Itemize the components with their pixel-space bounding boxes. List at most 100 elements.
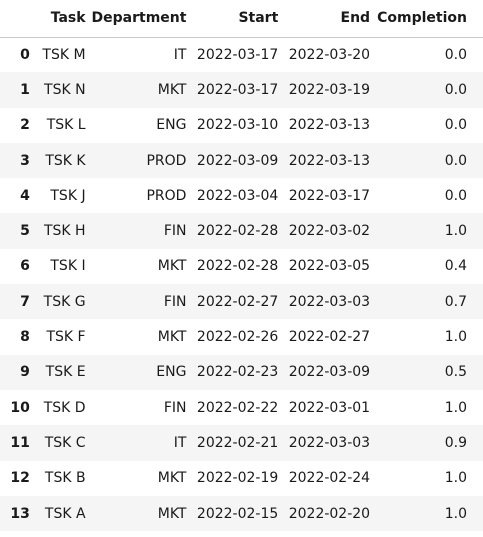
- cell-department: MKT: [157, 81, 187, 98]
- row-index: 12: [10, 470, 30, 487]
- cell-start: 2022-02-23: [196, 364, 279, 381]
- cell-completion: 1.0: [444, 223, 467, 240]
- cell-task: TSK B: [44, 470, 86, 487]
- row-index: 10: [10, 399, 30, 416]
- table-row: 1 TSK N MKT 2022-03-17 2022-03-19 0.0: [0, 72, 483, 108]
- row-index: 13: [10, 505, 30, 522]
- cell-start: 2022-03-04: [196, 187, 279, 204]
- column-header-department: Department: [85, 0, 187, 38]
- table-row: 12 TSK B MKT 2022-02-19 2022-02-24 1.0: [0, 461, 483, 496]
- cell-task: TSK H: [43, 223, 86, 240]
- table-row: 7 TSK G FIN 2022-02-27 2022-03-03 0.7: [0, 284, 483, 320]
- cell-department: ENG: [156, 364, 187, 381]
- cell-task: TSK M: [42, 46, 86, 63]
- table-row: 13 TSK A MKT 2022-02-15 2022-02-20 1.0: [0, 495, 483, 532]
- cell-task: TSK C: [44, 434, 86, 451]
- table-row: 11 TSK C IT 2022-02-21 2022-03-03 0.9: [0, 425, 483, 461]
- cell-department: ENG: [156, 117, 187, 134]
- cell-start: 2022-02-19: [196, 470, 279, 487]
- cell-department: PROD: [146, 152, 187, 169]
- cell-end: 2022-02-20: [288, 505, 371, 522]
- cell-completion: 0.0: [444, 46, 467, 63]
- cell-task: TSK N: [44, 81, 86, 98]
- table-row: 3 TSK K PROD 2022-03-09 2022-03-13 0.0: [0, 142, 483, 179]
- cell-end: 2022-03-13: [288, 117, 371, 134]
- cell-task: TSK F: [46, 329, 86, 346]
- cell-department: FIN: [163, 223, 187, 240]
- row-index: 5: [20, 223, 30, 240]
- table-body: 0 TSK M IT 2022-03-17 2022-03-20 0.0 1 TSK N MKT…: [0, 37, 483, 532]
- cell-start: 2022-02-27: [196, 293, 279, 310]
- cell-end: 2022-03-17: [288, 187, 371, 204]
- cell-end: 2022-03-01: [288, 399, 371, 416]
- cell-task: TSK D: [43, 399, 86, 416]
- cell-completion: 0.4: [444, 258, 467, 275]
- table-row: 5 TSK H FIN 2022-02-28 2022-03-02 1.0: [0, 213, 483, 249]
- cell-task: TSK I: [50, 258, 86, 275]
- cell-start: 2022-02-22: [196, 399, 279, 416]
- cell-task: TSK K: [45, 152, 86, 169]
- cell-completion: 0.0: [444, 187, 467, 204]
- cell-start: 2022-02-28: [196, 258, 279, 275]
- column-header-completion: Completion: [370, 0, 483, 38]
- cell-end: 2022-03-03: [288, 293, 371, 310]
- table-row: 0 TSK M IT 2022-03-17 2022-03-20 0.0: [0, 37, 483, 72]
- cell-department: PROD: [146, 187, 187, 204]
- cell-completion: 0.7: [444, 293, 467, 310]
- cell-task: TSK G: [43, 293, 86, 310]
- cell-completion: 0.9: [444, 434, 467, 451]
- cell-completion: 1.0: [444, 470, 467, 487]
- cell-department: MKT: [157, 470, 187, 487]
- table-header: Task Department Start End Completion: [0, 0, 483, 38]
- table-row: 6 TSK I MKT 2022-02-28 2022-03-05 0.4: [0, 249, 483, 284]
- row-index: 8: [20, 329, 30, 346]
- cell-department: MKT: [157, 329, 187, 346]
- cell-end: 2022-03-02: [288, 223, 371, 240]
- cell-completion: 0.5: [444, 364, 467, 381]
- cell-start: 2022-02-21: [196, 434, 279, 451]
- cell-task: TSK L: [46, 117, 86, 134]
- cell-start: 2022-03-10: [196, 117, 279, 134]
- cell-completion: 1.0: [444, 399, 467, 416]
- cell-end: 2022-02-24: [288, 470, 371, 487]
- row-index: 1: [20, 81, 30, 98]
- cell-completion: 1.0: [444, 505, 467, 522]
- cell-department: IT: [173, 46, 187, 63]
- cell-completion: 0.0: [444, 81, 467, 98]
- cell-end: 2022-03-13: [288, 152, 371, 169]
- row-index: 4: [20, 187, 30, 204]
- cell-start: 2022-02-28: [196, 223, 279, 240]
- row-index: 11: [10, 434, 30, 451]
- cell-start: 2022-03-17: [196, 81, 279, 98]
- cell-department: MKT: [157, 258, 187, 275]
- cell-start: 2022-02-26: [196, 329, 279, 346]
- cell-end: 2022-02-27: [288, 329, 371, 346]
- cell-task: TSK J: [50, 187, 86, 204]
- column-header-start: Start: [186, 0, 279, 38]
- cell-completion: 0.0: [444, 117, 467, 134]
- cell-end: 2022-03-05: [288, 258, 371, 275]
- cell-end: 2022-03-09: [288, 364, 371, 381]
- table-row: 4 TSK J PROD 2022-03-04 2022-03-17 0.0: [0, 178, 483, 213]
- cell-task: TSK E: [45, 364, 86, 381]
- column-header-end: End: [278, 0, 371, 38]
- cell-start: 2022-03-09: [196, 152, 279, 169]
- index-header: [0, 0, 30, 38]
- cell-task: TSK A: [44, 505, 86, 522]
- cell-completion: 1.0: [444, 329, 467, 346]
- table-row: 9 TSK E ENG 2022-02-23 2022-03-09 0.5: [0, 354, 483, 390]
- row-index: 7: [20, 293, 30, 310]
- table-row: 2 TSK L ENG 2022-03-10 2022-03-13 0.0: [0, 108, 483, 143]
- table-row: 8 TSK F MKT 2022-02-26 2022-02-27 1.0: [0, 319, 483, 354]
- cell-end: 2022-03-19: [288, 81, 371, 98]
- cell-department: IT: [173, 434, 187, 451]
- cell-start: 2022-03-17: [196, 46, 279, 63]
- column-header-task: Task: [29, 0, 86, 38]
- row-index: 0: [20, 46, 30, 63]
- cell-end: 2022-03-20: [288, 46, 371, 63]
- row-index: 2: [20, 117, 30, 134]
- row-index: 6: [20, 258, 30, 275]
- cell-department: FIN: [163, 399, 187, 416]
- header-row: Task Department Start End Completion: [0, 0, 483, 38]
